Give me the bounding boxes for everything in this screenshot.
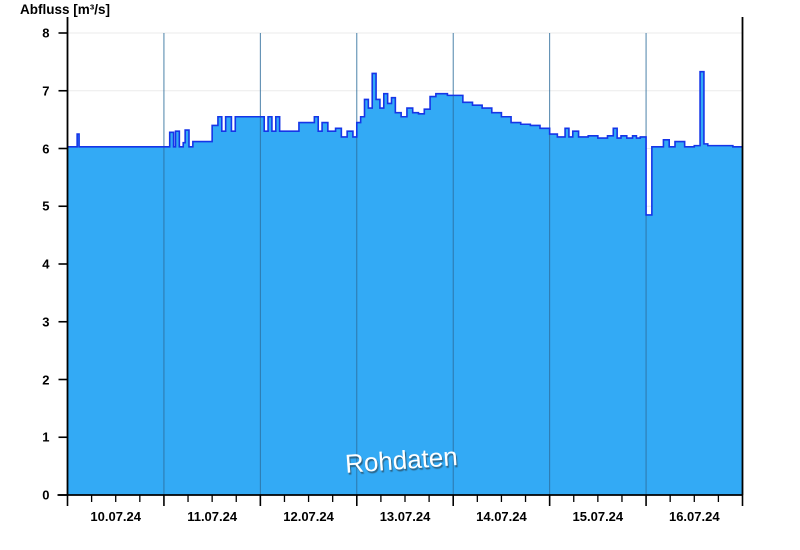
y-axis-tick-label: 1 <box>42 429 50 445</box>
y-axis-tick-label: 7 <box>42 83 50 99</box>
x-axis-tick-label: 12.07.24 <box>283 509 334 524</box>
x-axis-tick-label: 11.07.24 <box>187 509 238 524</box>
x-axis-tick-label: 16.07.24 <box>668 509 720 524</box>
y-axis-tick-label: 2 <box>42 372 50 387</box>
y-axis-tick-label: 8 <box>42 25 50 41</box>
x-axis-tick-label: 10.07.24 <box>90 509 142 524</box>
y-axis-tick-label: 5 <box>42 198 50 214</box>
y-axis-tick-label: 3 <box>42 314 50 330</box>
y-axis-tick-label: 0 <box>42 487 50 503</box>
y-axis-tick-label: 4 <box>42 256 50 272</box>
x-axis-tick-label: 15.07.24 <box>572 509 624 524</box>
x-axis-tick-label: 14.07.24 <box>476 509 527 524</box>
area-fill <box>67 71 743 495</box>
series-line-abfluss <box>67 70 743 216</box>
y-axis-tick-label: 6 <box>42 141 50 156</box>
page-title: Abfluss [m³/s] <box>20 2 111 17</box>
x-axis-tick-label: 13.07.24 <box>379 509 431 524</box>
